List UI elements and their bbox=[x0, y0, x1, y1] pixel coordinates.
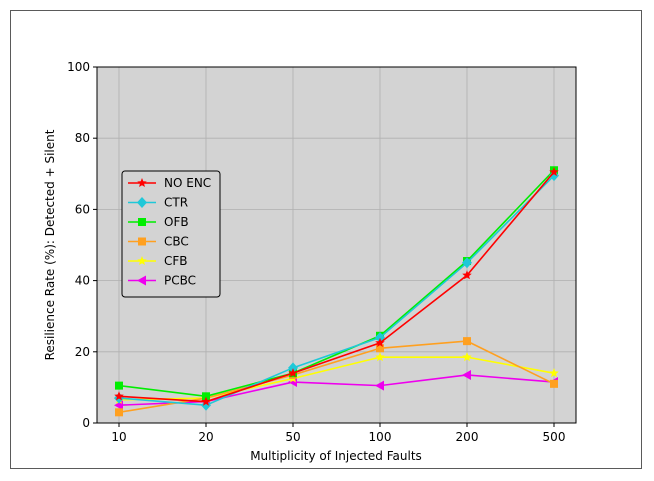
x-axis-label: Multiplicity of Injected Faults bbox=[250, 449, 422, 463]
series-line-no-enc bbox=[118, 171, 555, 403]
data-point-no-enc bbox=[288, 368, 298, 378]
data-point-no-enc bbox=[462, 270, 472, 280]
legend-item: CBC bbox=[128, 235, 189, 249]
legend-label: CFB bbox=[164, 254, 188, 268]
data-point-ctr bbox=[549, 170, 559, 182]
series-line-ofb bbox=[118, 169, 555, 398]
legend-label: CTR bbox=[164, 196, 188, 210]
legend-label: NO ENC bbox=[164, 176, 211, 190]
series-layer bbox=[114, 166, 559, 417]
x-tick-label: 10 bbox=[111, 430, 126, 444]
data-point-cfb bbox=[375, 352, 385, 362]
series-line-ctr bbox=[118, 175, 555, 407]
y-tick-label: 40 bbox=[75, 274, 90, 288]
data-point-ofb bbox=[202, 392, 210, 401]
x-tick-label: 20 bbox=[198, 430, 213, 444]
data-point-cfb bbox=[549, 368, 559, 378]
legend-label: PCBC bbox=[164, 274, 196, 288]
legend-item: PCBC bbox=[128, 274, 196, 288]
axes: 10 20 50 100 200 500 0 20 40 60 80 100 bbox=[67, 60, 565, 444]
y-tick-label: 100 bbox=[67, 60, 90, 74]
data-point-pcbc bbox=[375, 380, 384, 391]
legend-marker bbox=[137, 256, 147, 266]
y-tick-label: 0 bbox=[82, 416, 90, 430]
legend-marker bbox=[137, 275, 146, 286]
data-point-pcbc bbox=[462, 369, 471, 380]
data-point-no-enc bbox=[375, 337, 385, 347]
legend-marker bbox=[138, 218, 146, 226]
legend-label: OFB bbox=[164, 215, 189, 229]
data-point-cbc bbox=[376, 344, 384, 353]
legend-item: NO ENC bbox=[128, 176, 211, 190]
series-line-pcbc bbox=[118, 374, 555, 406]
data-point-ctr bbox=[288, 362, 298, 374]
data-point-no-enc bbox=[201, 396, 211, 406]
y-tick-label: 80 bbox=[75, 131, 90, 145]
legend-marker bbox=[138, 237, 146, 246]
data-point-no-enc bbox=[114, 391, 124, 401]
y-tick-label: 20 bbox=[75, 345, 90, 359]
legend-item: CTR bbox=[128, 196, 188, 210]
data-point-cfb bbox=[462, 352, 472, 362]
y-axis-label: Resilience Rate (%): Detected + Silent bbox=[43, 129, 57, 360]
plot-border bbox=[96, 66, 577, 424]
legend-item: CFB bbox=[128, 254, 188, 268]
legend-item: OFB bbox=[128, 215, 189, 229]
series-no-enc bbox=[114, 167, 559, 406]
legend-marker bbox=[137, 178, 147, 188]
data-point-cbc bbox=[115, 408, 123, 417]
data-point-ctr bbox=[201, 399, 211, 411]
data-point-ofb bbox=[115, 381, 123, 390]
x-tick-label: 200 bbox=[456, 430, 479, 444]
legend-label: CBC bbox=[164, 235, 189, 249]
x-tick-label: 50 bbox=[285, 430, 300, 444]
x-tick-label: 500 bbox=[543, 430, 566, 444]
y-tick-label: 60 bbox=[75, 202, 90, 216]
series-line-cfb bbox=[118, 356, 555, 401]
legend-marker bbox=[137, 197, 147, 208]
x-tick-label: 100 bbox=[369, 430, 392, 444]
series-ctr bbox=[114, 170, 559, 411]
data-point-cbc bbox=[463, 337, 471, 346]
legend: NO ENC CTR OFB CBC CFB PCBC bbox=[121, 170, 221, 298]
data-point-cbc bbox=[550, 379, 558, 388]
data-point-ctr bbox=[462, 257, 472, 269]
data-point-no-enc bbox=[549, 167, 559, 177]
